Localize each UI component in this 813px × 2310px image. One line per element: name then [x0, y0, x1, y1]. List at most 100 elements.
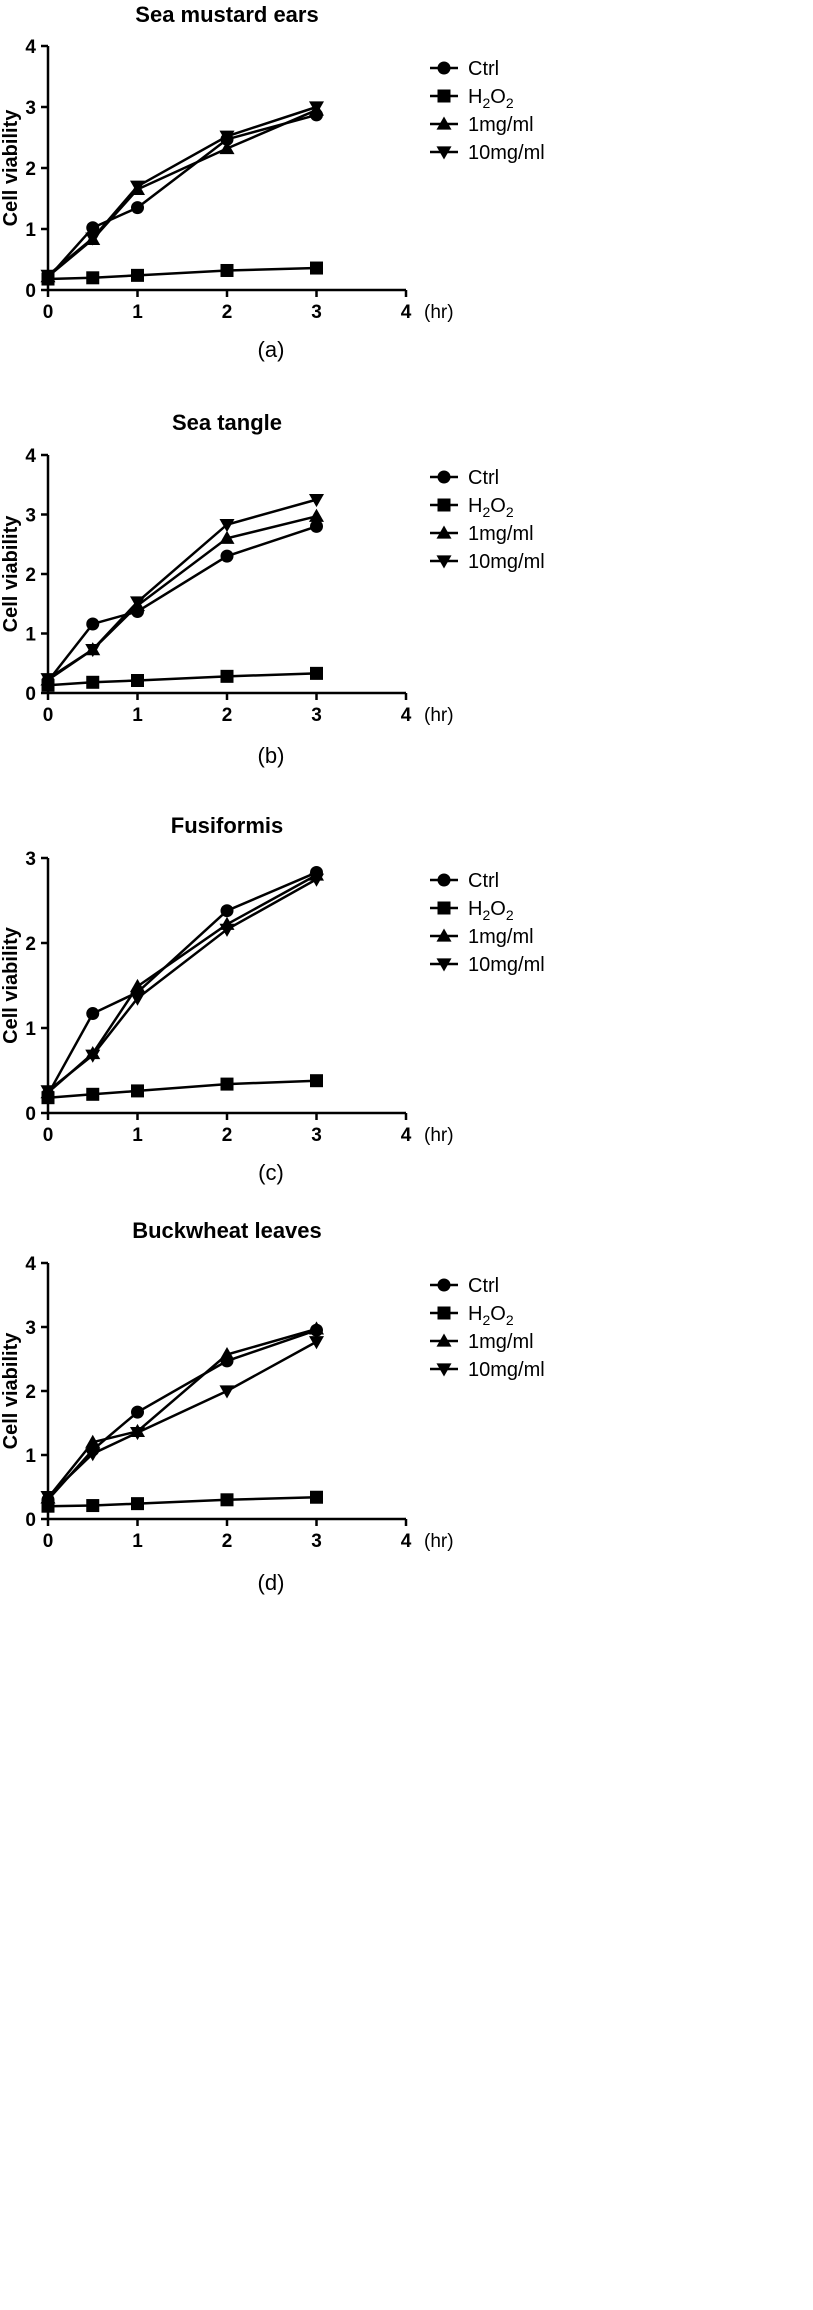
legend-marker — [437, 61, 451, 75]
figure-caption: (c) — [258, 1160, 284, 1185]
data-point — [310, 666, 323, 680]
data-point — [131, 201, 144, 215]
data-point — [40, 1490, 56, 1505]
legend-subscript: 2 — [506, 1312, 514, 1328]
data-point — [220, 263, 234, 277]
data-point — [85, 1434, 101, 1448]
data-point — [86, 1007, 100, 1021]
data-point — [85, 1448, 101, 1462]
y-tick-label: 2 — [25, 159, 36, 180]
data-point — [220, 549, 234, 563]
data-point — [85, 1049, 101, 1063]
legend-label: 1mg/ml — [468, 114, 534, 136]
data-point — [310, 519, 323, 533]
data-point — [219, 923, 235, 937]
x-tick-label: 0 — [43, 1531, 54, 1552]
legend-subscript: 2 — [506, 95, 514, 111]
legend-label: 10mg/ml — [468, 142, 545, 164]
y-tick-label: 0 — [25, 281, 36, 302]
series-line-0 — [46, 871, 317, 1095]
x-tick-label: 1 — [132, 1125, 143, 1146]
series-line-0 — [47, 525, 317, 682]
x-tick-label: 4 — [401, 705, 412, 726]
x-tick-label: 1 — [132, 1531, 143, 1552]
legend-marker — [437, 1278, 451, 1292]
y-tick-label: 2 — [25, 1382, 36, 1403]
legend-label: 10mg/ml — [468, 1359, 545, 1381]
legend-label: Ctrl — [468, 870, 499, 892]
legend-marker — [436, 1333, 452, 1347]
x-tick-label: 2 — [222, 302, 233, 323]
legend-text: O — [490, 898, 506, 920]
data-point — [309, 101, 324, 115]
y-tick-label: 4 — [25, 37, 36, 58]
data-point — [86, 617, 100, 631]
data-point — [86, 221, 100, 235]
y-tick-label: 1 — [25, 220, 36, 241]
legend-text: H — [468, 1303, 482, 1325]
data-point — [85, 232, 101, 246]
legend-marker — [436, 1363, 452, 1377]
legend-label: H2O2 — [468, 898, 514, 923]
x-tick-label: 4 — [401, 302, 412, 323]
y-axis-label: Cell viability — [0, 515, 22, 633]
legend-marker — [437, 901, 451, 915]
data-point — [220, 1077, 234, 1091]
legend-subscript: 2 — [482, 95, 490, 111]
data-point — [219, 518, 235, 533]
x-tick-label: 2 — [222, 1125, 233, 1146]
legend-label: 10mg/ml — [468, 954, 545, 976]
data-point — [130, 180, 145, 194]
data-point — [309, 494, 324, 508]
x-tick-label: 3 — [311, 302, 322, 323]
x-axis-label: (hr) — [424, 1531, 454, 1552]
data-point — [40, 1085, 56, 1099]
chart-title: Buckwheat leaves — [132, 1218, 322, 1243]
legend-text: H — [468, 898, 482, 920]
data-point — [219, 1347, 235, 1361]
x-tick-label: 0 — [43, 705, 54, 726]
chart-title: Fusiformis — [171, 813, 283, 838]
x-tick-label: 2 — [222, 705, 233, 726]
legend-marker — [436, 525, 452, 539]
series-line-0 — [47, 1329, 317, 1501]
data-point — [310, 1490, 323, 1504]
x-axis-label: (hr) — [424, 705, 454, 726]
y-tick-label: 2 — [25, 934, 36, 955]
x-tick-label: 3 — [311, 1125, 322, 1146]
figure-caption: (b) — [258, 743, 285, 768]
chart-panel-d: Buckwheat leaves 0 1 2 3 4 0 1 2 3 4 (hr) Cell viabi… — [0, 1218, 545, 1595]
series-line-2 — [47, 1327, 317, 1499]
series-line-0 — [47, 113, 317, 279]
x-axis-label: (hr) — [424, 1125, 454, 1146]
legend-label: Ctrl — [468, 467, 499, 489]
figure-caption: (d) — [258, 1570, 285, 1595]
legend-label: H2O2 — [468, 86, 514, 111]
y-tick-label: 2 — [25, 565, 36, 586]
chart-title: Sea mustard ears — [135, 2, 318, 27]
legend-label: 10mg/ml — [468, 551, 545, 573]
x-tick-label: 0 — [43, 302, 54, 323]
data-point — [219, 130, 235, 144]
data-point — [219, 140, 235, 155]
x-tick-label: 0 — [43, 1125, 54, 1146]
data-point — [86, 675, 100, 689]
y-tick-label: 3 — [25, 1318, 36, 1339]
data-point — [130, 1426, 145, 1441]
legend-text: H — [468, 86, 482, 108]
chart-panel-a: Sea mustard ears 0 1 2 3 4 0 1 2 3 4 (hr) Cell viabi… — [0, 2, 545, 362]
data-point — [40, 673, 56, 687]
data-point — [309, 1321, 324, 1335]
data-point — [86, 1499, 100, 1513]
legend-subscript: 2 — [482, 907, 490, 923]
legend-text: H — [468, 495, 482, 517]
x-tick-label: 3 — [311, 1531, 322, 1552]
legend-marker — [437, 89, 451, 103]
y-tick-label: 0 — [25, 684, 36, 705]
series-line-3 — [47, 1340, 318, 1498]
data-point — [309, 873, 324, 887]
